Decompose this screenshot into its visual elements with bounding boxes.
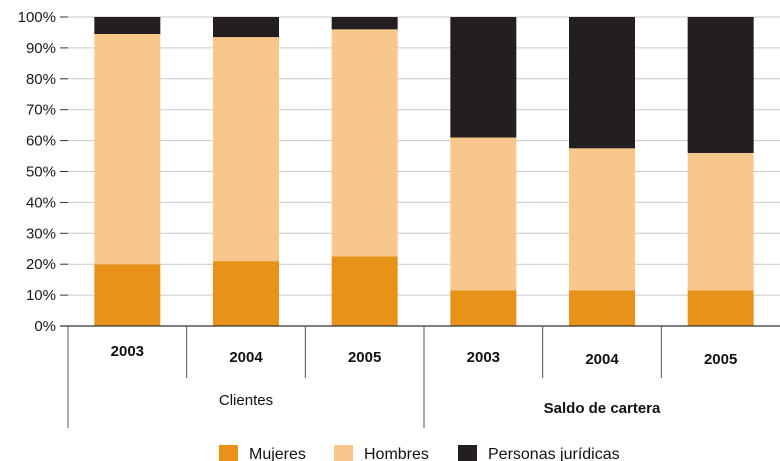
bar-segment-mujeres (331, 256, 398, 326)
y-axis: 0% 10% 20% 30% 40% 50% 60% 70% 80% 90% 100% (18, 9, 68, 335)
y-tick-label: 80% (26, 71, 56, 88)
y-tick-label: 90% (26, 40, 56, 57)
bar-segment-personas-jur-dicas (687, 17, 754, 153)
x-group-label: Clientes (219, 392, 273, 409)
x-category-label: 2005 (704, 351, 737, 368)
bar-segment-mujeres (213, 261, 279, 326)
bar-segment-personas-jur-dicas (450, 17, 517, 138)
x-group-label: Saldo de cartera (544, 400, 661, 417)
bar-segment-hombres (331, 29, 398, 257)
y-tick-label: 30% (26, 225, 56, 242)
legend: Mujeres Hombres Personas jurídicas (219, 445, 620, 461)
gridlines (68, 16, 780, 296)
bar-segment-personas-jur-dicas (94, 17, 161, 34)
bar-segment-hombres (687, 152, 754, 291)
y-tick-label: 20% (26, 256, 56, 273)
legend-swatch (219, 445, 238, 461)
bar-segment-personas-jur-dicas (331, 17, 398, 30)
legend-label: Hombres (364, 446, 429, 461)
x-category-label: 2004 (229, 349, 263, 366)
x-category-label: 2003 (111, 343, 144, 360)
y-tick-label: 60% (26, 133, 56, 150)
bar-segment-mujeres (94, 264, 161, 326)
bar-segment-personas-jur-dicas (213, 17, 279, 38)
x-category-label: 2003 (467, 349, 500, 366)
y-tick-label: 40% (26, 194, 56, 211)
bar-segment-hombres (94, 33, 161, 265)
bar-segment-hombres (213, 37, 279, 262)
legend-label: Mujeres (249, 446, 306, 461)
bar-segment-mujeres (687, 290, 754, 326)
bar-segment-hombres (450, 137, 517, 291)
x-axis: 2003 2004 2005 2003 2004 2005 Clientes Saldo de… (60, 325, 780, 428)
legend-label: Personas jurídicas (488, 446, 620, 461)
y-tick-label: 0% (34, 318, 56, 335)
bar-segment-hombres (569, 148, 635, 291)
bars (94, 17, 754, 326)
y-tick-label: 100% (18, 9, 56, 26)
bar-segment-personas-jur-dicas (569, 17, 635, 149)
bar-segment-mujeres (450, 290, 517, 326)
y-tick-label: 10% (26, 287, 56, 304)
x-category-label: 2004 (585, 351, 619, 368)
y-tick-label: 70% (26, 102, 56, 119)
bar-segment-mujeres (569, 290, 635, 326)
legend-swatch (458, 445, 477, 461)
x-category-label: 2005 (348, 349, 381, 366)
legend-swatch (334, 445, 353, 461)
y-tick-label: 50% (26, 164, 56, 181)
